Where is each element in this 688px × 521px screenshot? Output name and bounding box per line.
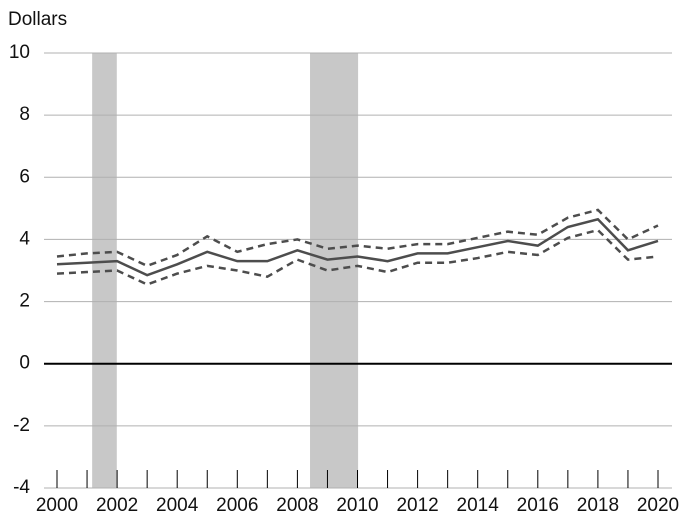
band-line — [56, 208, 659, 268]
y-tick-label: 6 — [19, 166, 30, 187]
x-tick-label: 2014 — [457, 495, 500, 516]
y-tick-label: 2 — [19, 291, 30, 312]
x-tick-label: 2002 — [96, 495, 138, 516]
x-tick-label: 2016 — [517, 495, 559, 516]
x-tick-label: 2008 — [276, 495, 318, 516]
x-tick-label: 2012 — [396, 495, 438, 516]
x-tick-label: 2018 — [577, 495, 619, 516]
x-tick-label: 2010 — [336, 495, 378, 516]
y-tick-label: -4 — [13, 477, 30, 498]
x-tick-label: 2000 — [36, 495, 78, 516]
x-tick-label: 2006 — [216, 495, 258, 516]
y-axis-label: Dollars — [8, 9, 67, 30]
y-tick-label: -2 — [13, 415, 30, 436]
band-line — [56, 228, 659, 286]
y-tick-label: 10 — [9, 42, 30, 63]
y-tick-label: 8 — [19, 104, 30, 125]
x-tick-label: 2004 — [156, 495, 199, 516]
x-tick-label: 2020 — [637, 495, 679, 516]
series-line — [56, 217, 659, 277]
y-tick-label: 0 — [19, 353, 30, 374]
y-tick-label: 4 — [19, 228, 30, 249]
